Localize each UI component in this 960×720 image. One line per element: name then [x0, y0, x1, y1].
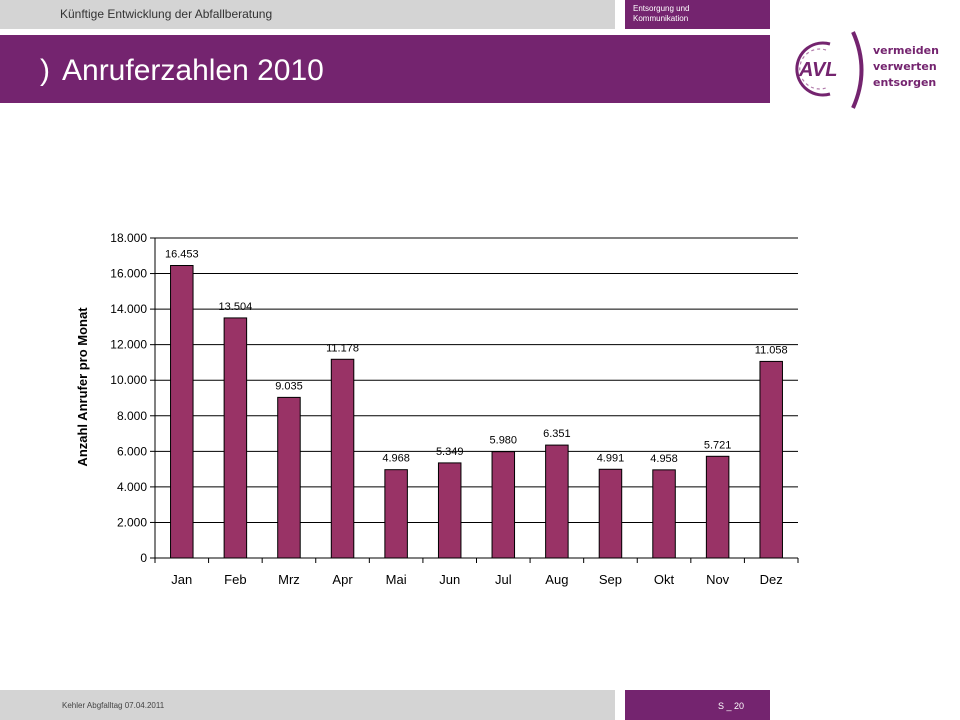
bar-apr — [330, 358, 355, 559]
bar-mai — [384, 469, 408, 559]
logo-word-2: verwerten — [873, 60, 937, 73]
bar-sep — [598, 468, 623, 559]
page-title: Anruferzahlen 2010 — [62, 54, 324, 87]
y-tick-label: 16.000 — [110, 267, 147, 281]
title-band — [0, 35, 770, 103]
y-tick-label: 0 — [140, 551, 147, 565]
avl-logo-mark-icon: AVL — [795, 31, 864, 109]
x-tick-label: Jul — [495, 572, 512, 587]
y-tick-label: 2.000 — [117, 515, 147, 529]
logo-slogan: vermeiden verwerten entsorgen — [873, 43, 939, 91]
bar-jan — [170, 265, 194, 559]
y-tick-label: 10.000 — [110, 373, 147, 387]
value-label: 4.968 — [382, 453, 410, 465]
x-tick-label: Mai — [386, 572, 407, 587]
x-tick-label: Feb — [224, 572, 246, 587]
value-label: 11.178 — [326, 342, 359, 354]
value-label: 5.721 — [704, 439, 732, 451]
bar-mrz — [277, 396, 301, 559]
x-tick-label: Mrz — [278, 572, 300, 587]
value-label: 4.991 — [597, 452, 625, 464]
value-label: 9.035 — [275, 380, 303, 392]
bar-okt — [652, 469, 676, 559]
y-tick-label: 14.000 — [110, 302, 147, 316]
logo-word-1: vermeiden — [873, 44, 939, 57]
y-tick-labels: 0 2.000 4.000 6.000 8.000 10.000 12.000 14.000 1… — [110, 231, 147, 565]
value-label: 6.351 — [543, 428, 571, 440]
x-tick-label: Sep — [599, 572, 622, 587]
top-bar — [0, 0, 615, 29]
avl-logo: AVL — [795, 31, 864, 109]
department-label: Entsorgung und Kommunikation — [625, 0, 770, 29]
x-tick-labels: Jan Feb Mrz Apr Mai Jun Jul Aug Sep Okt Nov Dez — [171, 572, 782, 587]
y-tick-label: 6.000 — [117, 444, 147, 458]
y-tick-label: 18.000 — [110, 231, 147, 245]
bar-jul — [491, 451, 516, 559]
footer-page-box — [625, 690, 770, 720]
monthly-callers-chart: 16.453 13.504 9.035 11.178 4.968 5.349 5.980 6.… — [75, 231, 799, 587]
page-number: S _ 20 — [718, 701, 745, 711]
department-line-1: Entsorgung und — [633, 4, 690, 13]
value-labels: 16.453 13.504 9.035 11.178 4.968 5.349 5.980 6.… — [165, 249, 788, 465]
bar-jun — [437, 462, 462, 559]
value-label: 16.453 — [165, 249, 199, 261]
footer-event: Kehler Abgfalltag 07.04.2011 — [62, 701, 165, 710]
x-tick-label: Apr — [332, 572, 353, 587]
department-line-2: Kommunikation — [633, 14, 689, 23]
grid-lines — [150, 237, 799, 563]
logo-mark-text: AVL — [798, 59, 838, 81]
y-tick-label: 12.000 — [110, 338, 147, 352]
x-tick-label: Okt — [654, 572, 675, 587]
bar-feb — [223, 317, 248, 559]
title-paren-icon: ) — [40, 54, 50, 87]
presentation-subtitle: Künftige Entwicklung der Abfallberatung — [60, 7, 273, 21]
y-axis-label: Anzahl Anrufer pro Monat — [75, 307, 90, 467]
value-label: 13.504 — [219, 301, 253, 313]
value-label: 4.958 — [650, 453, 678, 465]
value-label: 5.980 — [490, 435, 518, 447]
footer-bar — [0, 690, 615, 720]
x-tick-label: Jan — [171, 572, 192, 587]
bars — [170, 265, 783, 559]
x-tick-label: Dez — [760, 572, 783, 587]
bar-nov — [705, 455, 730, 559]
x-tick-label: Aug — [545, 572, 568, 587]
bar-dez — [759, 360, 783, 559]
value-label: 11.058 — [755, 344, 788, 356]
y-tick-label: 8.000 — [117, 409, 147, 423]
value-label: 5.349 — [436, 446, 464, 458]
x-tick-label: Jun — [439, 572, 460, 587]
bar-aug — [545, 444, 569, 559]
y-tick-label: 4.000 — [117, 480, 147, 494]
logo-word-3: entsorgen — [873, 76, 937, 89]
x-tick-label: Nov — [706, 572, 730, 587]
